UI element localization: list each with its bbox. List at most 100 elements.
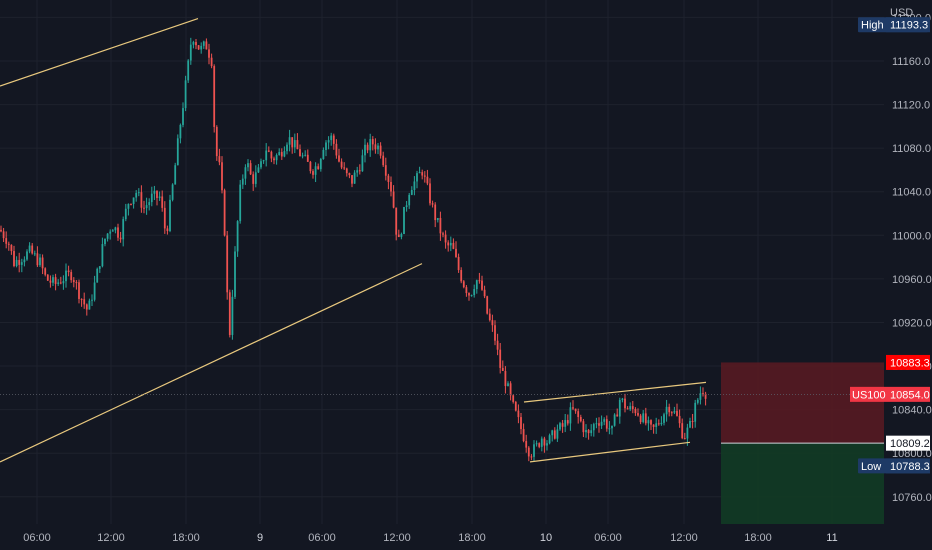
candle-down	[465, 287, 468, 294]
candle-up	[540, 438, 543, 447]
candle-down	[525, 441, 528, 448]
trendline	[0, 17, 199, 87]
time-tick-label: 06:00	[23, 532, 51, 544]
candle-up	[410, 189, 413, 195]
price-lines	[0, 393, 884, 444]
candle-down	[280, 152, 283, 157]
time-tick-label: 10	[540, 532, 552, 544]
candle-up	[660, 422, 663, 425]
candle-down	[631, 406, 634, 410]
candle-down	[691, 421, 694, 423]
candle-down	[501, 367, 504, 371]
candle-up	[314, 166, 317, 175]
candle-up	[236, 221, 239, 252]
candle-up	[475, 280, 478, 290]
candle-up	[241, 178, 244, 185]
candle-down	[85, 304, 88, 310]
candle-up	[663, 414, 665, 423]
candle-down	[512, 395, 515, 402]
candle-up	[559, 423, 561, 430]
candle-down	[442, 233, 444, 235]
candle-up	[28, 245, 31, 252]
candle-up	[231, 296, 234, 335]
candle-up	[696, 399, 699, 403]
candle-down	[572, 407, 574, 409]
candle-down	[7, 243, 10, 245]
candle-down	[566, 420, 569, 424]
candle-up	[283, 151, 286, 157]
candle-up	[686, 427, 689, 439]
candle-up	[286, 144, 288, 152]
candle-up	[132, 197, 135, 204]
candle-up	[26, 251, 28, 260]
candle-down	[491, 320, 494, 326]
candle-up	[260, 161, 262, 168]
candle-up	[200, 45, 203, 50]
candle-down	[223, 190, 226, 236]
candle-down	[499, 349, 502, 368]
candle-up	[327, 140, 330, 143]
candle-up	[244, 167, 247, 179]
candle-up	[403, 207, 405, 234]
candle-down	[338, 155, 340, 162]
time-tick-label: 06:00	[594, 532, 622, 544]
candle-down	[577, 411, 580, 418]
candle-down	[496, 340, 499, 350]
candle-down	[457, 256, 460, 271]
candle-down	[434, 204, 437, 221]
candle-down	[80, 298, 83, 300]
candle-up	[101, 244, 104, 267]
candle-down	[426, 176, 429, 184]
candle-up	[176, 138, 179, 166]
time-tick-label: 18:00	[744, 532, 772, 544]
candle-up	[416, 173, 418, 182]
last-price-tag-bg	[886, 386, 930, 402]
candle-up	[184, 80, 187, 109]
candle-down	[460, 270, 463, 282]
time-axis[interactable]: 06:00 12:00 18:00 9 06:00 12:00 18:00 10 06:00 12…	[23, 532, 837, 544]
candle-up	[265, 150, 268, 161]
candle-up	[111, 230, 114, 232]
candle-up	[145, 205, 148, 209]
candle-down	[374, 144, 377, 150]
candle-up	[88, 300, 91, 310]
candle-down	[345, 168, 348, 174]
time-tick-label: 18:00	[172, 532, 200, 544]
candle-up	[325, 142, 327, 150]
candle-down	[252, 174, 255, 184]
candle-down	[481, 280, 483, 290]
candle-up	[618, 399, 621, 417]
trendline	[0, 263, 423, 463]
entry-tag-bg	[886, 435, 930, 451]
candle-up	[65, 270, 67, 282]
candle-down	[358, 170, 361, 172]
candle-down	[205, 41, 208, 50]
take-profit-zone	[721, 443, 884, 524]
candle-down	[78, 282, 80, 299]
candle-up	[174, 165, 177, 185]
candle-down	[348, 173, 351, 176]
candle-up	[470, 295, 473, 297]
candle-down	[520, 417, 522, 430]
price-tick-label: 10960.0	[892, 274, 932, 286]
candle-up	[52, 277, 54, 283]
candle-up	[33, 253, 36, 255]
candle-down	[312, 171, 314, 175]
price-tags: High 11193.3 Low 10788.3 US100 10854.0 10883.3…	[850, 17, 930, 474]
candle-up	[377, 145, 379, 150]
candle-up	[96, 268, 99, 283]
candle-down	[462, 281, 465, 288]
candle-up	[153, 190, 156, 194]
candle-down	[582, 421, 585, 433]
candle-down	[309, 161, 312, 172]
candle-up	[179, 124, 182, 139]
candle-down	[379, 145, 382, 156]
trendlines[interactable]	[0, 17, 707, 463]
candle-down	[36, 253, 39, 266]
candle-down	[530, 456, 533, 458]
candle-up	[135, 192, 138, 198]
candle-up	[189, 44, 192, 61]
candle-up	[39, 257, 41, 266]
candle-up	[275, 155, 278, 161]
